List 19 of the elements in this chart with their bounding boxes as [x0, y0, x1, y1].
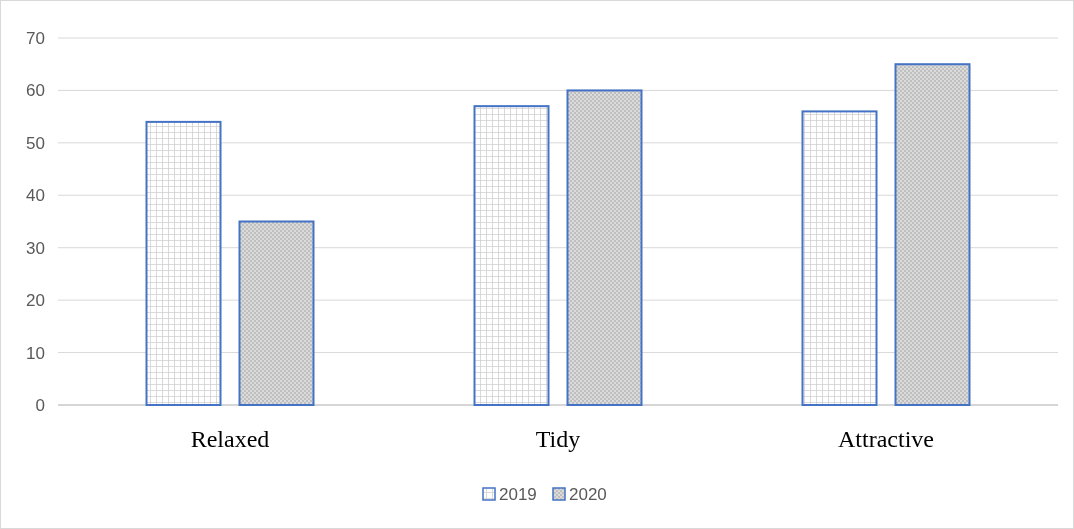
y-tick-label: 0 — [35, 395, 45, 415]
bar — [473, 105, 550, 406]
y-tick-label: 30 — [26, 238, 45, 258]
bar — [801, 110, 878, 406]
bar — [145, 120, 222, 406]
legend-label: 2020 — [569, 484, 607, 504]
bar — [238, 220, 315, 406]
y-tick-label: 60 — [26, 81, 45, 101]
y-tick-label: 40 — [26, 186, 45, 206]
y-tick-label: 10 — [26, 343, 45, 363]
y-tick-label: 50 — [26, 133, 45, 153]
legend-label: 2019 — [499, 484, 537, 504]
x-tick-label: Tidy — [535, 426, 581, 452]
bar — [566, 89, 643, 406]
bar — [894, 63, 971, 406]
x-tick-label: Relaxed — [190, 426, 270, 452]
y-tick-label: 20 — [26, 291, 45, 311]
x-tick-label: Attractive — [838, 426, 934, 452]
y-tick-label: 70 — [26, 28, 45, 48]
